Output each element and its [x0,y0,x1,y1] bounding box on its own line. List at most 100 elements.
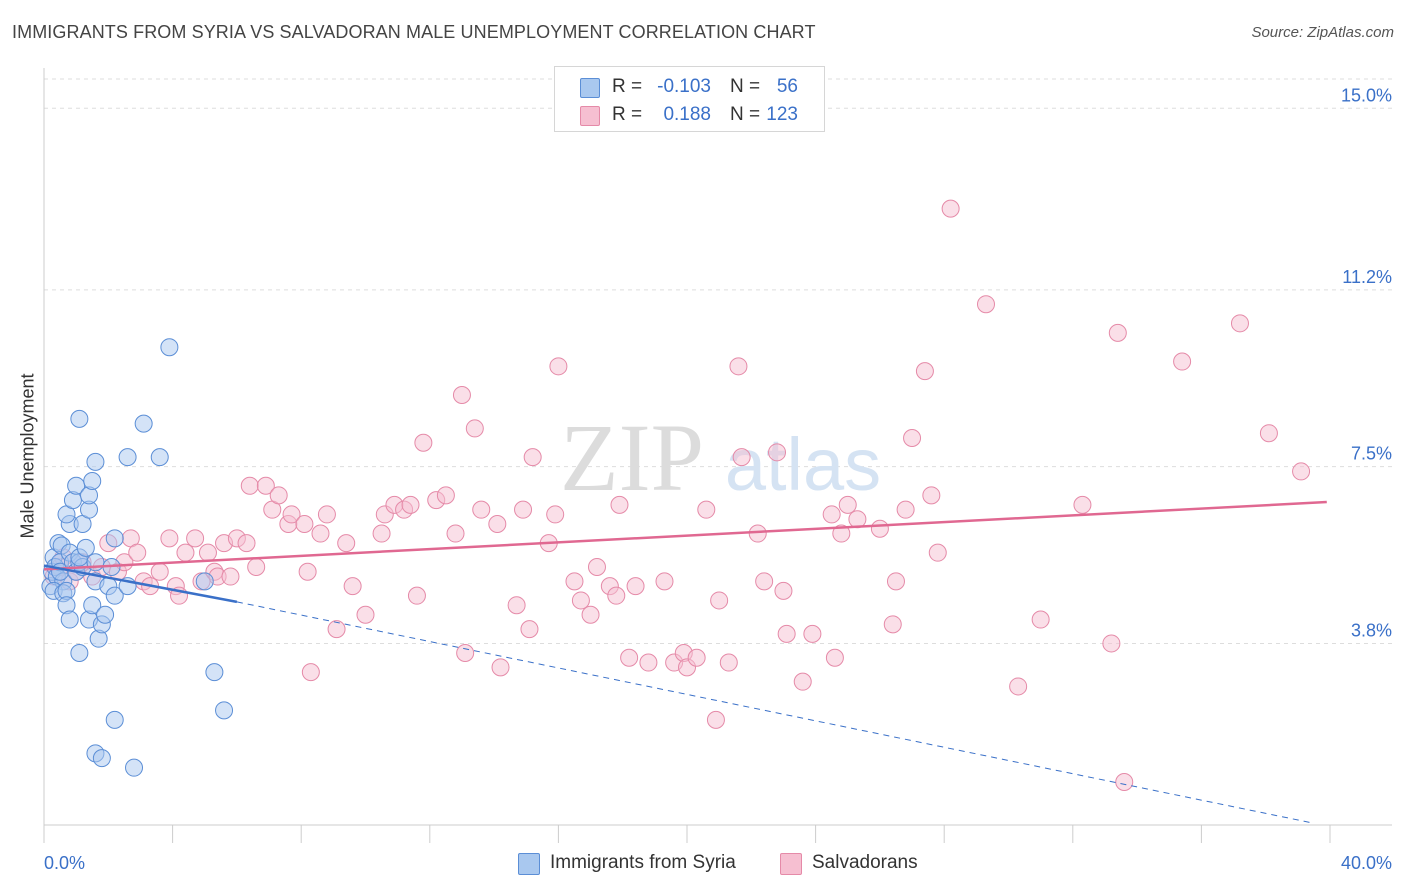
syria-point [83,596,102,615]
x-tick-label: 0.0% [44,853,85,873]
legend-swatch-syria [518,853,540,875]
salvadorans-point [755,572,774,591]
salvadorans-point [520,620,539,639]
salvadorans-point [549,357,568,376]
salvadorans-point [301,663,320,682]
y-tick-label: 7.5% [1351,444,1392,464]
syria-point [70,643,89,662]
salvadorans-point [282,505,301,524]
salvadorans-trend-line [43,500,1327,571]
salvadorans-point [565,572,584,591]
syria-point [86,452,105,471]
salvadorans-point [1102,634,1121,653]
legend-r-value: -0.103 [657,76,711,97]
syria-point [215,701,234,720]
salvadorans-point [240,476,259,495]
salvadorans-points [44,199,1311,791]
watermark-atlas: atlas [725,423,881,506]
salvadorans-point [710,591,729,610]
trend-lines [43,500,1327,824]
syria-point [70,409,89,428]
syria-trend-line [43,564,238,604]
salvadorans-point [896,500,915,519]
salvadorans-point [1031,610,1050,629]
syria-point [105,710,124,729]
salvadorans-point [626,577,645,596]
salvadorans-point [491,658,510,677]
salvadorans-point [436,486,455,505]
salvadorans-point [446,524,465,543]
salvadorans-point [610,495,629,514]
salvadorans-point [269,486,288,505]
y-tick-label: 15.0% [1341,85,1392,105]
salvadorans-point [1115,772,1134,791]
salvadorans-point [160,529,179,548]
salvadorans-point [176,543,195,562]
legend-n-value: 123 [766,104,798,125]
salvadorans-point [128,543,147,562]
salvadorans-point [237,534,256,553]
salvadorans-point [883,615,902,634]
salvadorans-point [372,524,391,543]
legend-n-label: N = [730,104,761,125]
syria-point [92,749,111,768]
salvadorans-point [1009,677,1028,696]
salvadorans-point [774,581,793,600]
legend-n-label: N = [730,76,761,97]
syria-point [205,663,224,682]
y-tick-label: 3.8% [1351,620,1392,640]
salvadorans-point [655,572,674,591]
salvadorans-point [571,591,590,610]
legend-row-salvadorans: R = 0.188 N = 123 [555,102,824,130]
salvadorans-point [1108,323,1127,342]
salvadorans-point [687,648,706,667]
salvadorans-point [822,505,841,524]
salvadorans-point [607,586,626,605]
syria-point [96,605,115,624]
salvadorans-point [976,295,995,314]
salvadorans-point [546,505,565,524]
salvadorans-point [803,624,822,643]
salvadorans-point [256,476,275,495]
salvadorans-point [793,672,812,691]
salvadorans-point [221,567,240,586]
salvadorans-point [327,620,346,639]
watermark: ZIP atlas [560,404,881,511]
syria-point [105,586,124,605]
syria-point [134,414,153,433]
salvadorans-point [356,605,375,624]
salvadorans-point [697,500,716,519]
salvadorans-point [581,605,600,624]
salvadorans-point [639,653,658,672]
salvadorans-point [472,500,491,519]
salvadorans-point [452,385,471,404]
syria-point [150,448,169,467]
salvadorans-point [1259,424,1278,443]
salvadorans-point [1173,352,1192,371]
salvadorans-point [768,443,787,462]
salvadorans-point [298,562,317,581]
salvadorans-point [407,586,426,605]
salvadorans-point [414,433,433,452]
legend-label-syria: Immigrants from Syria [550,852,736,873]
legend-swatch-salvadorans [580,106,600,126]
salvadorans-point [514,500,533,519]
salvadorans-point [1073,495,1092,514]
legend-r-value: 0.188 [663,104,711,125]
tick-labels: 3.8% 7.5% 11.2% 15.0% 0.0% 40.0% [44,85,1392,873]
salvadorans-point [488,514,507,533]
salvadorans-point [1292,462,1311,481]
y-axis-title: Male Unemployment [17,373,38,539]
syria-point [118,448,137,467]
salvadorans-point [343,577,362,596]
salvadorans-point [903,428,922,447]
salvadorans-point [456,643,475,662]
salvadorans-point [870,519,889,538]
salvadorans-point [706,710,725,729]
syria-trend-extension [236,601,1311,824]
axes [43,68,1392,843]
correlation-legend: R = -0.103 N = 56 R = 0.188 N = 123 [554,66,825,132]
salvadorans-point [941,199,960,218]
syria-point [105,529,124,548]
